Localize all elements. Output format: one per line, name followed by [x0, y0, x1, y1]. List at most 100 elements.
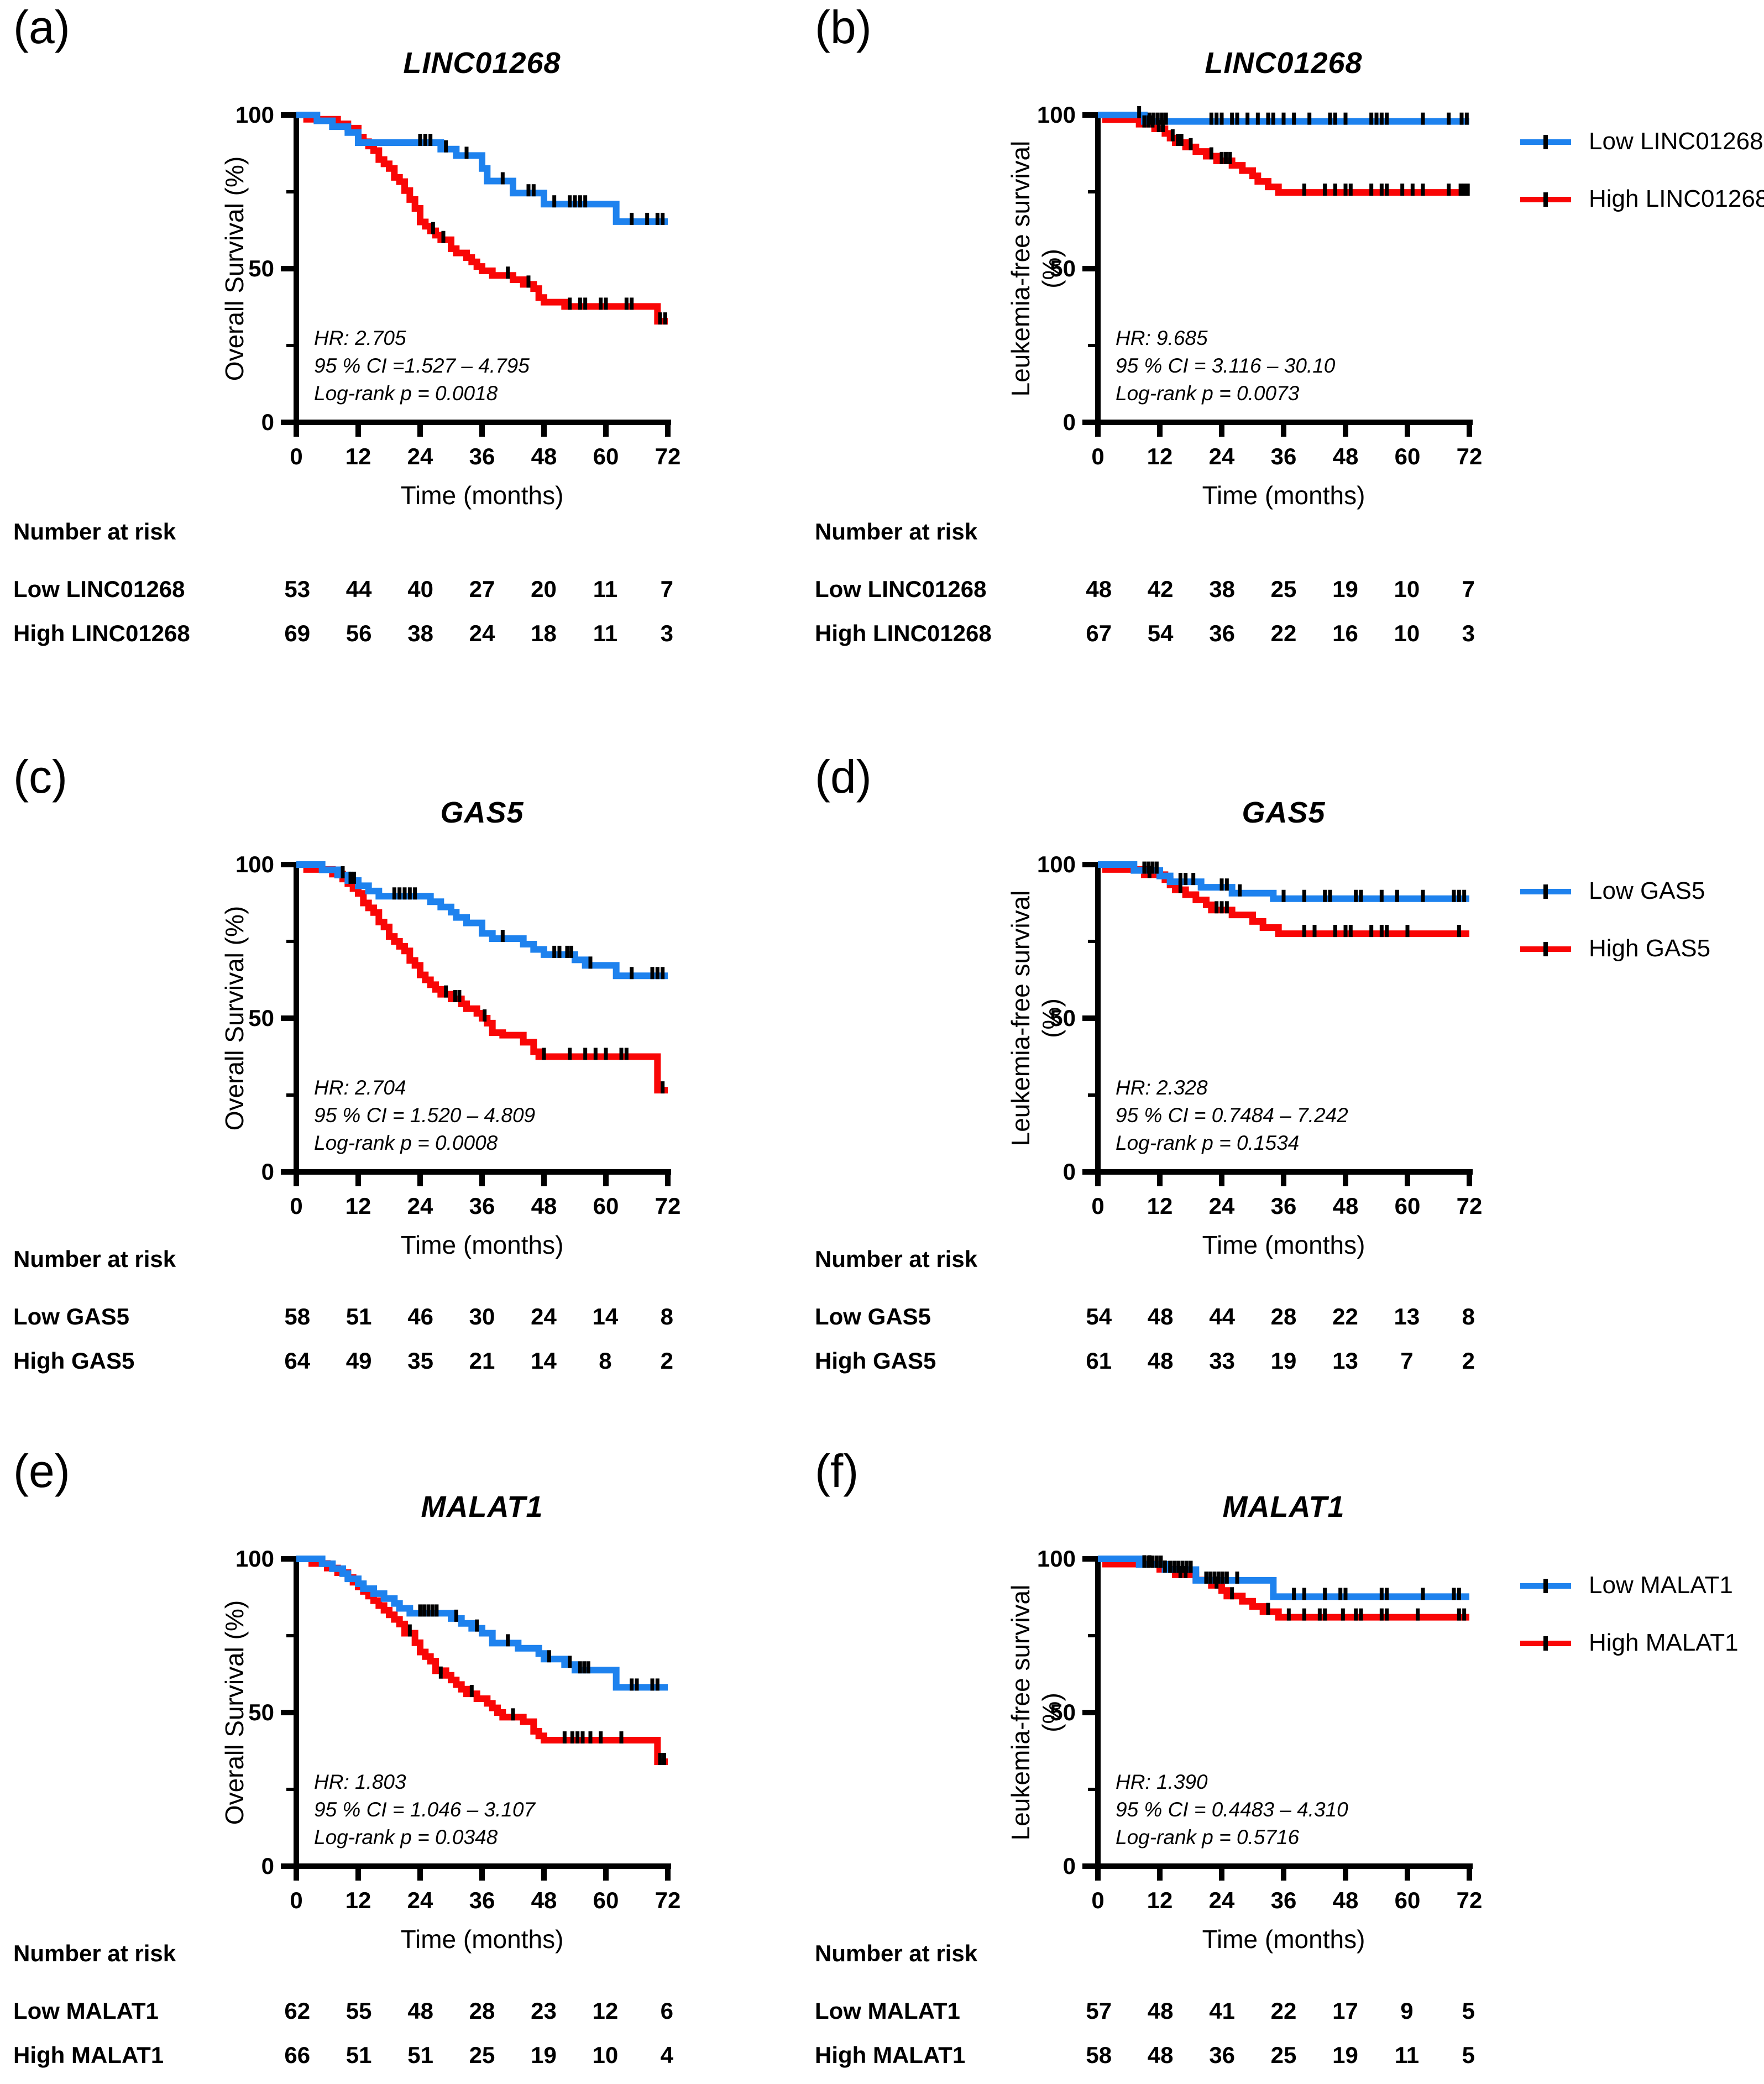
svg-text:95 % CI = 3.116 – 30.10: 95 % CI = 3.116 – 30.10: [1116, 354, 1336, 377]
risk-value: 44: [1209, 1305, 1235, 1330]
risk-value: 36: [1209, 621, 1235, 647]
risk-value: 48: [1147, 1349, 1174, 1374]
risk-value: 13: [1394, 1305, 1420, 1330]
risk-value: 11: [593, 621, 618, 647]
risk-value: 10: [1394, 577, 1420, 603]
risk-row-label: Low GAS5: [13, 1305, 130, 1330]
risk-value: 64: [284, 1349, 311, 1374]
svg-text:60: 60: [593, 1193, 619, 1219]
risk-row-high: High MALAT1 58 48 36 25 19 11 5: [802, 2043, 1764, 2074]
risk-value: 28: [469, 1999, 495, 2024]
svg-text:72: 72: [1457, 1887, 1483, 1913]
svg-text:48: 48: [531, 1887, 557, 1913]
risk-row-label: Low MALAT1: [815, 1999, 960, 2024]
svg-text:60: 60: [593, 1887, 619, 1913]
legend-item-high: High MALAT1: [1520, 1614, 1739, 1672]
risk-value: 19: [531, 2043, 557, 2069]
risk-value: 10: [592, 2043, 619, 2069]
svg-text:Overall Survival (%): Overall Survival (%): [220, 156, 249, 381]
svg-text:0: 0: [290, 443, 302, 469]
risk-value: 22: [1270, 621, 1297, 647]
risk-value: 11: [1394, 2043, 1420, 2069]
risk-table: Number at risk Low GAS5 58 51 46 30 24 14 8 Hi…: [0, 1247, 802, 1391]
legend-high-line-icon: [1520, 192, 1571, 206]
risk-value: 48: [1147, 2043, 1174, 2069]
risk-row-values: 53 44 40 27 20 11 7: [266, 577, 698, 604]
risk-value: 69: [284, 621, 311, 647]
svg-text:0: 0: [1091, 1193, 1104, 1219]
svg-text:60: 60: [593, 443, 619, 469]
svg-text:0: 0: [290, 1193, 302, 1219]
censor-tick-icon: [1543, 192, 1548, 206]
censor-tick-icon: [1543, 941, 1548, 956]
censor-tick-icon: [1543, 884, 1548, 898]
censor-tick-icon: [1543, 1636, 1548, 1650]
risk-table-header: Number at risk: [815, 520, 978, 545]
legend-label: High GAS5: [1589, 934, 1711, 962]
svg-text:Log-rank p = 0.0008: Log-rank p = 0.0008: [314, 1132, 498, 1154]
risk-row-values: 69 56 38 24 18 11 3: [266, 621, 698, 648]
panel-c: (c) GAS5 100 50 0 0 12 24 36 48 60 72 Time (months…: [0, 694, 802, 1389]
km-plot-d: 100 50 00 12 24 36 48 60 72 Time (months) Leukemia…: [1006, 851, 1482, 1259]
svg-text:36: 36: [1271, 1887, 1297, 1913]
risk-row-low: Low GAS5 54 48 44 28 22 13 8: [802, 1305, 1764, 1336]
risk-row-values: 58 48 36 25 19 11 5: [1068, 2043, 1499, 2070]
km-plot-f: 100 50 00 12 24 36 48 60 72 Time (months) Leukemia…: [1006, 1546, 1483, 1954]
svg-text:0: 0: [290, 1887, 302, 1913]
risk-value: 25: [1270, 2043, 1297, 2069]
risk-row-low: Low LINC01268 48 42 38 25 19 10 7: [802, 577, 1764, 608]
risk-value: 53: [284, 577, 311, 603]
svg-text:12: 12: [1147, 443, 1173, 469]
svg-text:60: 60: [1395, 1887, 1421, 1913]
risk-value: 6: [660, 1999, 674, 2024]
svg-text:48: 48: [1333, 1193, 1359, 1219]
risk-value: 19: [1332, 2043, 1358, 2069]
svg-text:0: 0: [261, 1853, 274, 1879]
km-plot-b: 100 50 00 12 24 36 48 60 72 Time (months) Leukemia…: [1006, 102, 1482, 510]
risk-value: 7: [1462, 577, 1475, 603]
svg-text:Log-rank p = 0.0018: Log-rank p = 0.0018: [314, 382, 498, 405]
svg-text:24: 24: [407, 443, 433, 469]
svg-text:36: 36: [469, 1193, 495, 1219]
risk-value: 35: [407, 1349, 433, 1374]
risk-table-header: Number at risk: [815, 1247, 978, 1273]
panel-a: (a) LINC01268 100 50 0 0 12 24 36 48 60 72 Time (m…: [0, 0, 802, 694]
risk-row-values: 48 42 38 25 19 10 7: [1068, 577, 1499, 604]
legend-label: Low MALAT1: [1589, 1571, 1733, 1599]
svg-text:12: 12: [346, 1193, 371, 1219]
svg-text:72: 72: [655, 443, 681, 469]
risk-value: 25: [1270, 577, 1297, 603]
risk-value: 16: [1332, 621, 1358, 647]
risk-table: Number at risk Low LINC01268 53 44 40 27 20 1…: [0, 520, 802, 663]
risk-value: 51: [407, 2043, 433, 2069]
risk-row-values: 66 51 51 25 19 10 4: [266, 2043, 698, 2070]
risk-value: 11: [593, 577, 618, 603]
svg-text:0: 0: [1091, 1887, 1104, 1913]
risk-row-label: High LINC01268: [13, 621, 190, 647]
svg-text:Time (months): Time (months): [401, 1230, 564, 1259]
risk-value: 48: [1147, 1305, 1174, 1330]
risk-row-label: Low LINC01268: [815, 577, 987, 603]
risk-value: 38: [407, 621, 433, 647]
risk-value: 7: [1400, 1349, 1414, 1374]
panel-letter-e: (e): [13, 1445, 70, 1497]
svg-text:0: 0: [261, 409, 274, 435]
svg-text:Log-rank p = 0.0348: Log-rank p = 0.0348: [314, 1826, 498, 1849]
risk-value: 62: [284, 1999, 311, 2024]
svg-text:Time (months): Time (months): [1202, 1925, 1365, 1954]
panel-title: LINC01268: [403, 46, 561, 80]
risk-value: 33: [1209, 1349, 1235, 1374]
svg-text:100: 100: [235, 102, 274, 128]
risk-value: 51: [346, 1305, 372, 1330]
risk-value: 44: [346, 577, 372, 603]
svg-text:60: 60: [1395, 443, 1421, 469]
svg-text:12: 12: [346, 1887, 371, 1913]
svg-text:Time (months): Time (months): [401, 481, 564, 510]
panel-letter-c: (c): [13, 751, 67, 803]
risk-value: 21: [469, 1349, 495, 1374]
risk-value: 18: [531, 621, 557, 647]
svg-text:HR: 2.704: HR: 2.704: [314, 1076, 406, 1099]
svg-text:50: 50: [1050, 1699, 1076, 1725]
risk-table: Number at risk Low MALAT1 57 48 41 22 17 9 5 H…: [802, 1941, 1764, 2084]
